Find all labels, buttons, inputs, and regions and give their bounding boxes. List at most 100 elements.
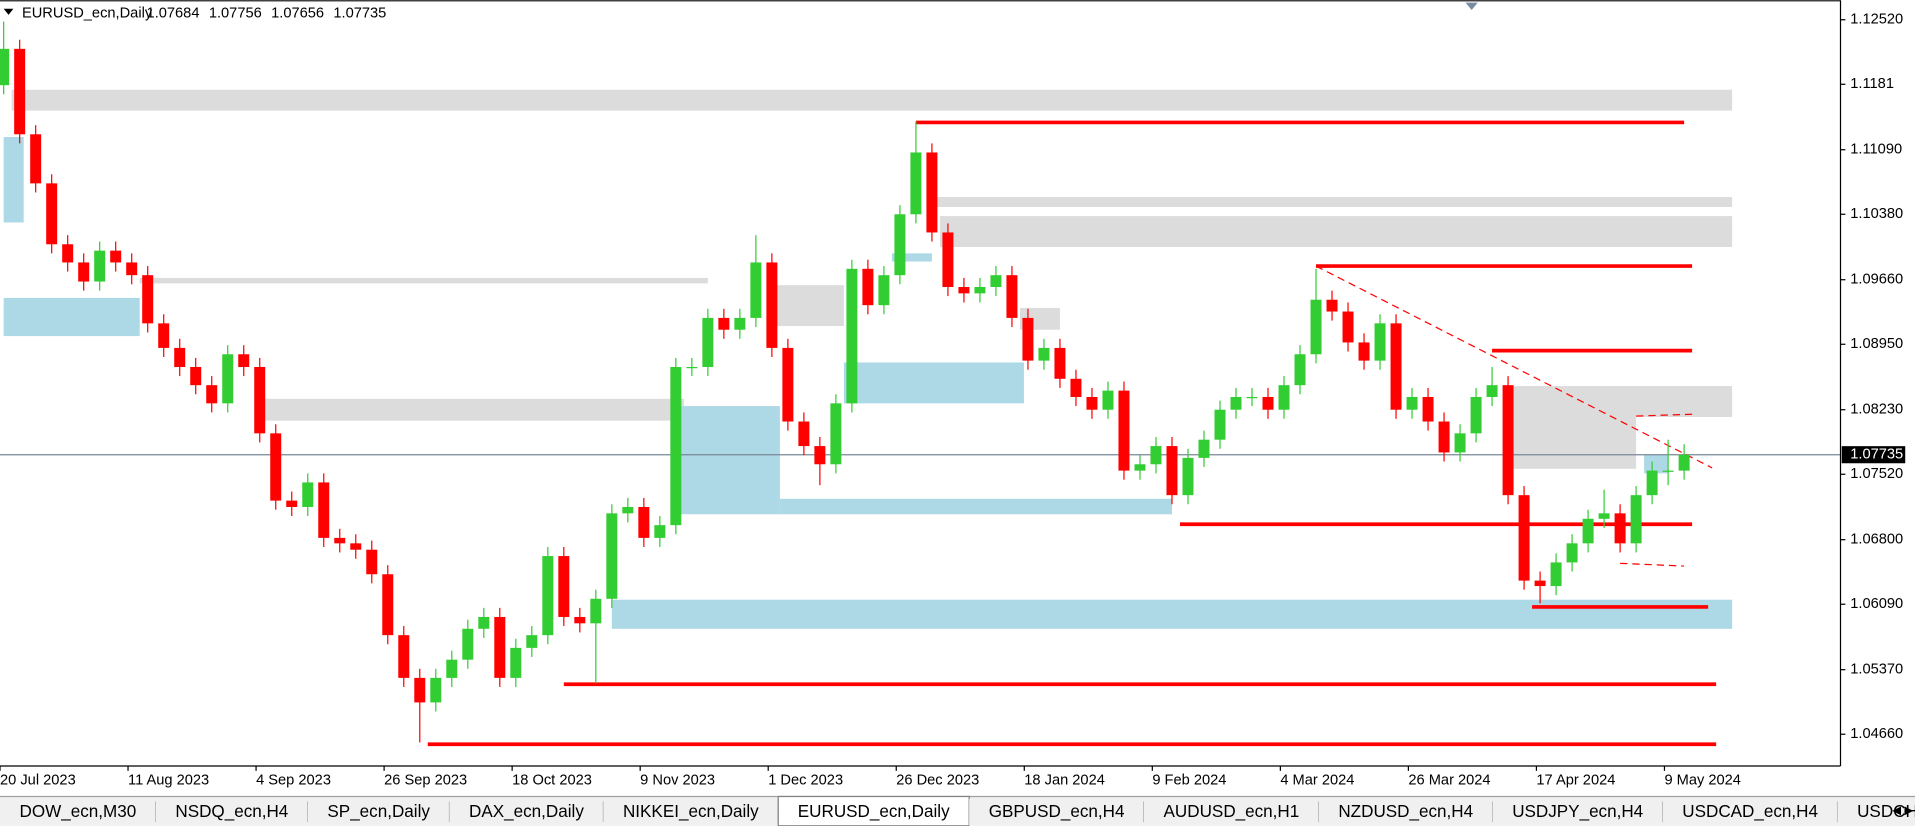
tab-label[interactable]: USDCAD_ecn,H4: [1682, 802, 1818, 821]
candle-body: [1150, 446, 1162, 465]
candle-body: [702, 317, 714, 367]
candle-body: [894, 214, 906, 276]
x-tick-label: 4 Sep 2023: [256, 772, 331, 788]
tab[interactable]: [969, 798, 1144, 826]
tab[interactable]: [1143, 798, 1319, 826]
candle-body: [590, 598, 602, 624]
tab-scroll-right[interactable]: ►: [1902, 803, 1915, 819]
candle-body: [542, 556, 554, 636]
tab-label[interactable]: NSDQ_ecn,H4: [175, 802, 288, 821]
candle-body: [1518, 495, 1530, 581]
candle-body: [1278, 385, 1290, 410]
tab[interactable]: [307, 798, 450, 826]
candle-body: [142, 275, 154, 324]
x-tick-label: 9 Feb 2024: [1152, 772, 1226, 788]
candle-body: [78, 262, 90, 282]
tab[interactable]: [0, 798, 156, 826]
candle-body: [174, 347, 186, 367]
tab[interactable]: [1492, 798, 1663, 826]
candle-body: [382, 574, 394, 636]
tab-label[interactable]: NZDUSD_ecn,H4: [1338, 802, 1473, 821]
tab[interactable]: [449, 798, 604, 826]
tab-label[interactable]: NIKKEI_ecn,Daily: [623, 802, 759, 821]
candle-body: [238, 354, 250, 367]
price-box: [1841, 446, 1906, 464]
tab-label[interactable]: USDCHF_ecn,H4: [1857, 802, 1915, 821]
candle-body: [622, 506, 634, 514]
zone: [3, 137, 24, 223]
tab-label[interactable]: USDJPY_ecn,H4: [1512, 802, 1643, 821]
candle-body: [62, 244, 74, 263]
zone: [1644, 455, 1669, 474]
x-tick-label: 9 May 2024: [1664, 772, 1741, 788]
zone: [779, 498, 1172, 515]
zone: [1508, 386, 1733, 417]
header-value: 1.07735: [333, 6, 386, 22]
trend-line: [1636, 413, 1693, 417]
candle-body: [158, 323, 170, 348]
tab-label[interactable]: SP_ecn,Daily: [327, 802, 430, 821]
tab-label[interactable]: DAX_ecn,Daily: [469, 802, 584, 821]
candle-body: [830, 403, 842, 465]
trend-line: [1315, 265, 1713, 469]
candle-body: [1310, 299, 1322, 355]
y-tick-label: 1.07520: [1850, 466, 1903, 482]
tab-label[interactable]: AUDUSD_ecn,H1: [1164, 802, 1300, 821]
candle-body: [1358, 342, 1370, 361]
candle-body: [1678, 454, 1690, 471]
tab-label[interactable]: EURUSD_ecn,Daily: [798, 802, 950, 821]
candle-body: [510, 647, 522, 678]
candle-body: [14, 48, 26, 135]
x-tick-label: 17 Apr 2024: [1536, 772, 1615, 788]
candle-body: [1294, 354, 1306, 386]
candle-body: [0, 48, 10, 86]
candle-body: [1582, 518, 1594, 544]
zone: [771, 285, 844, 327]
candle-body: [1630, 495, 1642, 544]
menu-arrow[interactable]: [3, 8, 14, 15]
candle-body: [302, 482, 314, 507]
y-tick-label: 1.04660: [1850, 726, 1903, 742]
candle-body: [1550, 562, 1562, 587]
candle-body: [286, 500, 298, 507]
candle-body: [974, 286, 986, 294]
candle-body: [46, 183, 58, 245]
candle-body: [254, 366, 266, 434]
tab[interactable]: [1318, 798, 1493, 826]
zone: [843, 362, 1024, 404]
zone: [675, 406, 780, 515]
candle-body: [318, 482, 330, 538]
candle-body: [1502, 385, 1514, 496]
header-value: 1.07656: [271, 6, 324, 22]
tab[interactable]: [603, 798, 779, 826]
x-tick-label: 4 Mar 2024: [1280, 772, 1354, 788]
candle-body: [670, 366, 682, 526]
y-tick-label: 1.12520: [1850, 12, 1903, 28]
candle-body: [1246, 396, 1258, 399]
candle-body: [94, 250, 106, 282]
candle-body: [958, 286, 970, 294]
header-value: 1.07684: [147, 6, 200, 22]
candle-body: [414, 677, 426, 703]
candle-body: [734, 317, 746, 330]
candle-body: [846, 268, 858, 404]
tab-scroll-left[interactable]: ◄: [1889, 803, 1904, 819]
candle-body: [574, 616, 586, 624]
zone: [939, 216, 1733, 247]
candle-body: [942, 232, 954, 287]
tab-label[interactable]: GBPUSD_ecn,H4: [989, 802, 1125, 821]
candle-body: [478, 616, 490, 629]
candle-body: [1374, 323, 1386, 361]
x-tick-label: 11 Aug 2023: [128, 772, 209, 788]
tab[interactable]: [1662, 798, 1838, 826]
candle-body: [926, 152, 938, 233]
tab[interactable]: [1837, 798, 1915, 826]
tab[interactable]: [155, 798, 308, 826]
candle-body: [462, 628, 474, 660]
candle-body: [1214, 409, 1226, 440]
tab-label[interactable]: DOW_ecn,M30: [20, 802, 137, 821]
header-value: 1.07756: [209, 6, 262, 22]
candle-body: [718, 317, 730, 330]
candle-body: [334, 537, 346, 544]
y-tick-label: 1.09660: [1850, 272, 1903, 288]
